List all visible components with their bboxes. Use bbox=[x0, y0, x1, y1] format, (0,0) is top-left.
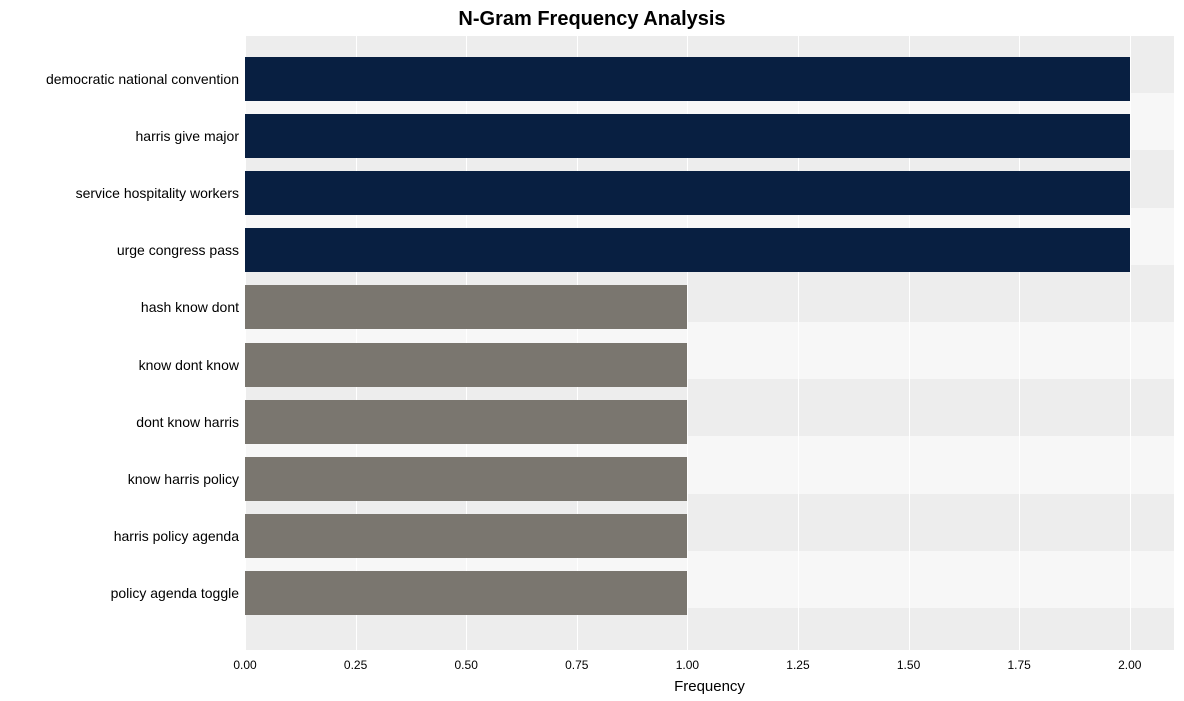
bar bbox=[245, 400, 687, 444]
y-tick-label: urge congress pass bbox=[117, 242, 239, 258]
gridline bbox=[1130, 36, 1131, 650]
x-tick-label: 1.75 bbox=[1007, 658, 1030, 672]
y-tick-label: harris policy agenda bbox=[114, 528, 239, 544]
ngram-frequency-chart: N-Gram Frequency Analysis Frequency demo… bbox=[0, 0, 1184, 701]
x-axis-title: Frequency bbox=[245, 678, 1174, 695]
x-tick-label: 0.75 bbox=[565, 658, 588, 672]
bar bbox=[245, 171, 1130, 215]
x-tick-label: 1.50 bbox=[897, 658, 920, 672]
y-tick-label: know harris policy bbox=[128, 471, 239, 487]
x-tick-label: 1.00 bbox=[676, 658, 699, 672]
y-tick-label: democratic national convention bbox=[46, 71, 239, 87]
x-tick-label: 0.00 bbox=[233, 658, 256, 672]
y-tick-label: know dont know bbox=[139, 357, 239, 373]
y-tick-label: dont know harris bbox=[136, 414, 239, 430]
x-tick-label: 1.25 bbox=[786, 658, 809, 672]
bar bbox=[245, 514, 687, 558]
x-tick-label: 0.25 bbox=[344, 658, 367, 672]
bar bbox=[245, 285, 687, 329]
y-tick-label: hash know dont bbox=[141, 299, 239, 315]
y-tick-label: service hospitality workers bbox=[76, 185, 239, 201]
bar bbox=[245, 228, 1130, 272]
y-tick-label: policy agenda toggle bbox=[111, 585, 239, 601]
y-tick-label: harris give major bbox=[136, 128, 239, 144]
bar bbox=[245, 457, 687, 501]
bar bbox=[245, 114, 1130, 158]
x-tick-label: 0.50 bbox=[455, 658, 478, 672]
plot-area bbox=[245, 36, 1174, 650]
bar bbox=[245, 57, 1130, 101]
bar bbox=[245, 571, 687, 615]
chart-title: N-Gram Frequency Analysis bbox=[0, 8, 1184, 31]
bar bbox=[245, 343, 687, 387]
x-tick-label: 2.00 bbox=[1118, 658, 1141, 672]
